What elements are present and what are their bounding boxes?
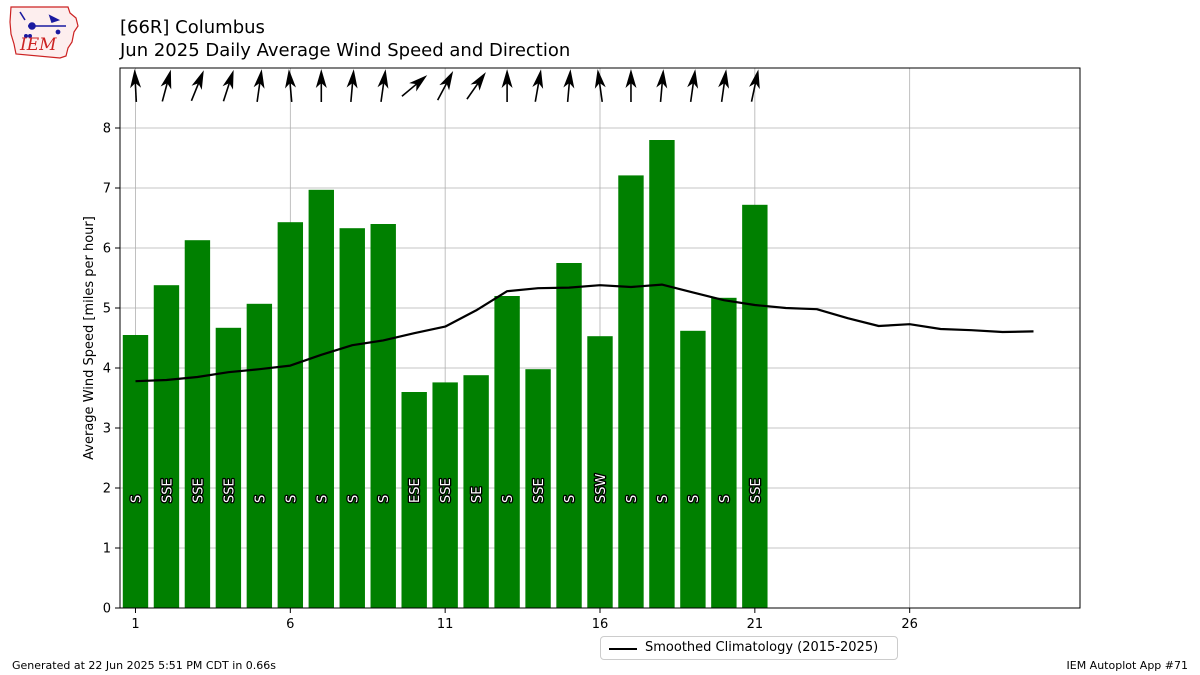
- speed-bar: [587, 336, 613, 608]
- direction-label: SSW: [594, 473, 609, 503]
- speed-bar: [153, 285, 180, 608]
- climatology-series-line: [135, 283, 1034, 383]
- iem-logo-text: IEM: [19, 35, 57, 55]
- speed-bar: [649, 140, 675, 608]
- wind-direction-arrow-icon: [718, 69, 730, 102]
- wind-direction-arrow-icon: [285, 69, 296, 103]
- direction-label: S: [501, 495, 516, 503]
- wind-direction-arrow-icon: [749, 69, 760, 102]
- wind-direction-arrow-icon: [190, 70, 204, 102]
- direction-label: S: [253, 495, 268, 503]
- direction-label: S: [377, 495, 392, 503]
- y-tick-label: 7: [103, 182, 111, 197]
- y-tick-label: 5: [103, 302, 111, 317]
- y-tick-label: 1: [103, 542, 111, 557]
- y-tick-label: 8: [103, 122, 111, 137]
- speed-bar: [742, 204, 768, 609]
- speed-bar: [246, 303, 273, 608]
- direction-label: S: [625, 495, 640, 503]
- direction-label: S: [346, 495, 361, 503]
- chart-title: Jun 2025 Daily Average Wind Speed and Di…: [120, 40, 571, 61]
- wind-direction-arrow-icon: [222, 69, 234, 102]
- direction-label: SSE: [191, 478, 206, 503]
- speed-bar: [463, 375, 489, 608]
- speed-bar: [122, 335, 149, 608]
- direction-label: S: [563, 495, 578, 503]
- direction-label: SE: [470, 487, 485, 503]
- x-tick-label: 21: [747, 617, 764, 632]
- speed-bar: [308, 189, 334, 609]
- direction-label: SSE: [532, 478, 547, 503]
- chart-title-station: [66R] Columbus: [120, 17, 265, 38]
- direction-label: SSE: [222, 478, 237, 503]
- x-tick-label: 16: [592, 617, 609, 632]
- weather-symbol-icon: [19, 11, 66, 38]
- y-tick-label: 6: [103, 242, 111, 257]
- y-tick-label: 3: [103, 422, 111, 437]
- wind-direction-arrow-icon: [377, 69, 389, 102]
- wind-direction-arrow-icon: [656, 69, 668, 103]
- wind-direction-arrow-icon: [160, 69, 172, 102]
- speed-bar: [556, 263, 582, 608]
- x-tick-label: 6: [286, 617, 294, 632]
- legend: Smoothed Climatology (2015-2025): [600, 636, 898, 660]
- x-tick-label: 26: [901, 617, 918, 632]
- wind-direction-arrow-icon: [532, 69, 544, 102]
- iem-logo: IEM: [9, 6, 79, 59]
- direction-label: S: [284, 495, 299, 503]
- y-axis-label: Average Wind Speed [miles per hour]: [82, 216, 97, 460]
- wind-direction-arrow-icon: [501, 69, 513, 102]
- direction-label: ESE: [408, 478, 423, 503]
- speed-bar: [494, 296, 520, 608]
- direction-label: S: [687, 495, 702, 503]
- speed-bar: [711, 297, 737, 608]
- legend-line-swatch: [609, 648, 637, 650]
- speed-bar: [618, 175, 644, 608]
- direction-label: SSE: [749, 478, 764, 503]
- y-tick-label: 2: [103, 482, 111, 497]
- wind-direction-arrow-icon: [594, 69, 606, 102]
- iowa-state-outline-icon: [9, 6, 79, 59]
- app-credit: IEM Autoplot App #71: [1066, 659, 1189, 672]
- direction-labels: S SSE SSE SSE S S S S S ESE SSE SE S SSE S SSW S S S S SSE: [128, 472, 765, 504]
- y-tick-label: 0: [103, 602, 111, 617]
- direction-label: S: [129, 495, 144, 503]
- y-tick-label: 4: [103, 362, 111, 377]
- generated-timestamp: Generated at 22 Jun 2025 5:51 PM CDT in …: [12, 659, 277, 672]
- direction-label: S: [718, 495, 733, 503]
- direction-label: S: [315, 495, 330, 503]
- direction-label: SSE: [439, 478, 454, 503]
- wind-direction-arrow-icon: [436, 70, 454, 101]
- wind-direction-arrow-icon: [130, 69, 142, 103]
- wind-direction-arrow-icon: [253, 69, 265, 102]
- speed-bar: [215, 327, 242, 608]
- speed-bar: [432, 382, 458, 608]
- wind-direction-arrow-icon: [315, 69, 327, 102]
- direction-label: SSE: [160, 478, 175, 503]
- speed-bars: [122, 140, 768, 609]
- speed-bar: [525, 369, 551, 608]
- direction-arrows: [130, 69, 760, 103]
- speed-bar: [370, 224, 396, 608]
- speed-bar: [277, 222, 304, 608]
- x-tick-label: 1: [131, 617, 139, 632]
- wind-direction-arrow-icon: [563, 69, 575, 103]
- wind-direction-arrow-icon: [346, 69, 358, 103]
- wind-direction-arrow-icon: [401, 75, 428, 97]
- speed-bar: [184, 240, 211, 608]
- speed-bar: [680, 330, 706, 608]
- climatology-line: [135, 283, 1034, 383]
- direction-label: S: [656, 495, 671, 503]
- wind-direction-arrow-icon: [466, 72, 486, 100]
- wind-direction-arrow-icon: [687, 69, 699, 102]
- x-tick-label: 11: [437, 617, 454, 632]
- speed-bar: [339, 228, 365, 608]
- legend-label: Smoothed Climatology (2015-2025): [645, 640, 879, 655]
- wind-direction-arrow-icon: [625, 69, 637, 102]
- speed-bar: [401, 392, 427, 608]
